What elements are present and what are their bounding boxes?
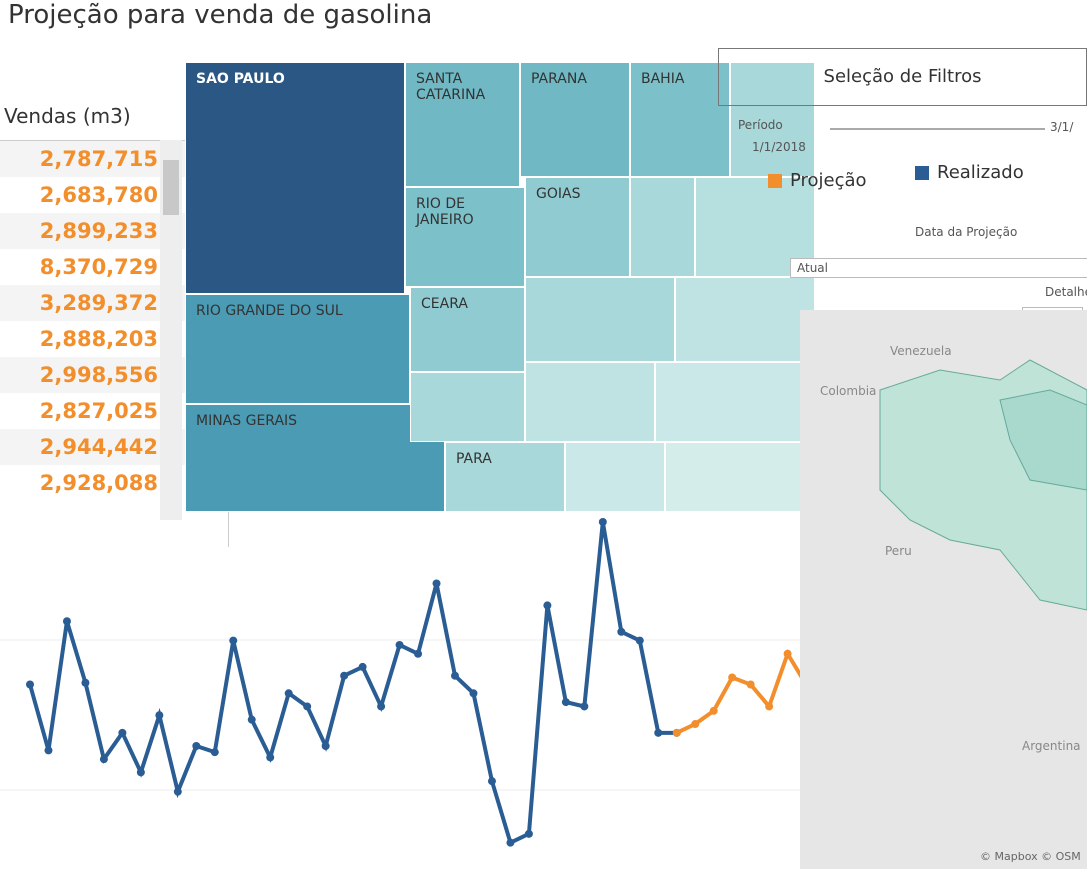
data-point (783, 649, 792, 658)
data-point (377, 702, 386, 711)
map-label: Venezuela (890, 344, 952, 358)
period-label: Período (738, 118, 783, 132)
period-start: 1/1/2018 (752, 140, 806, 154)
data-point (561, 698, 570, 707)
data-point (44, 746, 53, 755)
treemap-cell[interactable]: SANTA CATARINA (405, 62, 520, 187)
data-point (173, 787, 182, 796)
data-point (635, 636, 644, 645)
treemap-cell[interactable] (675, 277, 815, 362)
projection-date-select[interactable]: Atual (790, 258, 1087, 278)
series-line (675, 649, 800, 735)
data-point (709, 706, 718, 715)
data-point (451, 671, 459, 680)
data-point (99, 755, 108, 764)
data-point (728, 673, 737, 682)
treemap-cell[interactable] (525, 362, 655, 442)
data-point (506, 838, 515, 847)
treemap-cell[interactable]: RIO GRANDE DO SUL (185, 294, 410, 404)
data-point (598, 517, 607, 526)
period-slider[interactable] (830, 128, 1045, 130)
data-point (580, 702, 589, 711)
treemap-cell[interactable] (730, 62, 815, 177)
data-point (414, 649, 423, 658)
map-attribution: © Mapbox © OSM (980, 850, 1081, 863)
table-row[interactable]: 2,683,780 (39, 183, 158, 207)
data-point (247, 715, 256, 724)
legend-label: Realizado (937, 162, 1024, 183)
table-row[interactable]: 8,370,729 (39, 255, 158, 279)
legend-label: Projeção (790, 170, 867, 191)
data-point (229, 636, 238, 645)
data-point (118, 728, 127, 737)
treemap-cell[interactable] (525, 277, 675, 362)
data-point (62, 617, 71, 626)
treemap-cell[interactable]: RIO DE JANEIRO (405, 187, 525, 287)
treemap-cell[interactable] (565, 442, 665, 512)
treemap: SAO PAULO SANTA CATARINA PARANA BAHIA RI… (185, 62, 815, 512)
table-row[interactable]: 2,888,203 (39, 327, 158, 351)
map-label: Peru (885, 544, 912, 558)
period-end: 3/1/ (1050, 120, 1074, 134)
data-point (672, 728, 681, 737)
treemap-cell[interactable]: PARANA (520, 62, 630, 177)
data-point (340, 671, 349, 680)
data-point (654, 728, 663, 737)
treemap-cell[interactable] (410, 372, 525, 442)
legend-item[interactable]: Realizado (915, 162, 1024, 183)
table-header: Vendas (m3) (0, 92, 228, 141)
data-point (358, 662, 367, 671)
filters-title: Seleção de Filtros (718, 48, 1087, 106)
data-point (155, 711, 164, 720)
legend-item[interactable]: Projeção (768, 170, 867, 191)
line-chart (0, 517, 800, 847)
data-point (617, 627, 626, 636)
map-region[interactable] (999, 389, 1087, 491)
table-row[interactable]: 2,928,088 (39, 471, 158, 495)
data-point (469, 689, 478, 698)
projection-date-label: Data da Projeção (915, 225, 1018, 239)
data-point (765, 702, 774, 711)
table-row[interactable]: 2,827,025 (39, 399, 158, 423)
data-point (81, 678, 90, 687)
data-point (303, 702, 312, 711)
map-label: Argentina (1022, 739, 1081, 753)
data-point (26, 680, 34, 689)
data-point (543, 601, 552, 610)
treemap-cell[interactable]: SAO PAULO (185, 62, 405, 294)
data-point (432, 579, 441, 588)
scrollbar[interactable] (160, 140, 182, 520)
data-point (284, 689, 293, 698)
treemap-cell[interactable]: BAHIA (630, 62, 730, 177)
data-point (524, 829, 533, 838)
map[interactable]: Venezuela Colombia Peru Argentina © Mapb… (800, 310, 1087, 869)
treemap-cell[interactable]: GOIAS (525, 177, 630, 277)
data-point (321, 742, 330, 750)
data-point (487, 777, 496, 786)
dashboard-title: Projeção para venda de gasolina (8, 0, 433, 30)
detail-label: Detalhe (1045, 285, 1087, 299)
treemap-cell[interactable] (630, 177, 695, 277)
data-point (210, 748, 219, 757)
treemap-cell[interactable]: CEARA (410, 287, 525, 372)
data-point (136, 768, 145, 777)
treemap-cell[interactable]: PARA (445, 442, 565, 512)
data-point (266, 753, 275, 762)
treemap-cell[interactable] (655, 362, 815, 442)
data-point (192, 742, 201, 750)
treemap-cell[interactable]: MINAS GERAIS (185, 404, 445, 512)
data-point (746, 680, 755, 689)
map-label: Colombia (820, 384, 876, 398)
data-point (691, 720, 700, 729)
data-point (395, 640, 404, 649)
treemap-cell[interactable] (665, 442, 815, 512)
series-line (28, 521, 677, 846)
scrollbar-thumb[interactable] (163, 160, 179, 215)
